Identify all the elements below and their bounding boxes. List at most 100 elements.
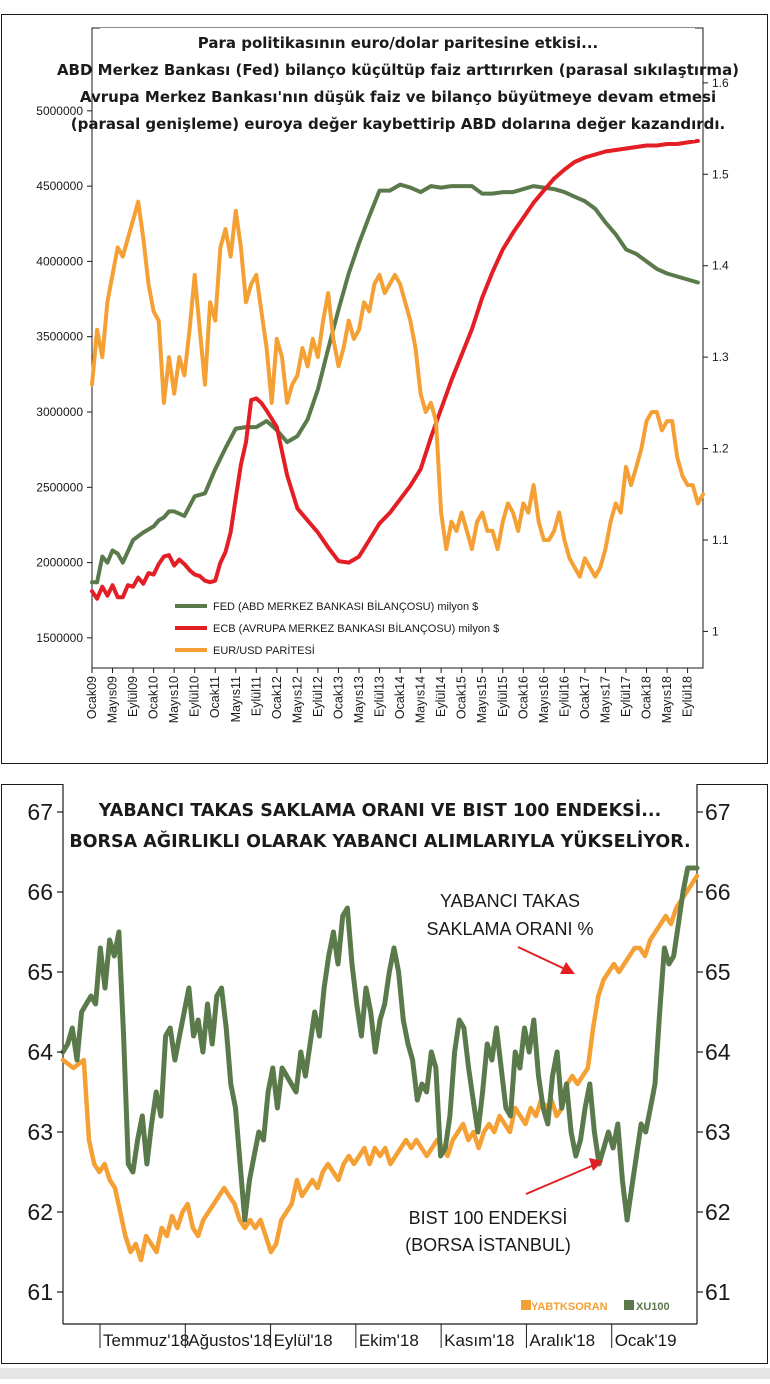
y-left-tick-label: 4500000 — [36, 179, 83, 193]
y-left-tick-label: 66 — [27, 879, 53, 905]
annotation-foreign-share-arrow — [517, 946, 568, 971]
y-right-tick-label: 1.6 — [712, 76, 729, 90]
chart-title-line-2: BORSA AĞIRLIKLI OLARAK YABANCI ALIMLARIY… — [69, 830, 690, 852]
x-tick-label: Ekim'18 — [359, 1331, 419, 1350]
y-left-tick-label: 5000000 — [36, 104, 83, 118]
chart-title-line-1: Para politikasının euro/dolar paritesine… — [198, 34, 598, 52]
annotation-bist100: BIST 100 ENDEKSİ (BORSA İSTANBUL) — [405, 1158, 603, 1255]
series-line-xu100 — [60, 865, 700, 1223]
x-tick-label: Eylül17 — [619, 676, 633, 717]
y-right-tick-label: 1.4 — [712, 259, 729, 273]
x-tick-label: Eylül11 — [249, 676, 263, 716]
page-bottom-strip — [0, 1368, 770, 1379]
x-tick-label: Ocak12 — [270, 676, 284, 719]
series-line-eurusd — [90, 199, 705, 579]
series-line-fed — [90, 182, 700, 585]
x-tick-label: Mayıs13 — [352, 676, 366, 723]
x-tick-label: Eylül09 — [126, 676, 140, 717]
x-tick-label: Ocak14 — [393, 676, 407, 719]
x-tick-label: Ocak09 — [85, 676, 99, 719]
annotation-bist100-line-2: (BORSA İSTANBUL) — [405, 1235, 571, 1255]
x-tick-label: Aralık'18 — [529, 1331, 595, 1350]
annotation-foreign-share-line-2: SAKLAMA ORANI % — [426, 919, 593, 939]
y-left-tick-label: 64 — [27, 1039, 53, 1065]
x-tick-label: Eylül10 — [188, 676, 202, 717]
y-left-tick-label: 63 — [27, 1119, 53, 1145]
y-right-tick-label: 62 — [705, 1199, 731, 1225]
y-right-tick-label: 65 — [705, 959, 731, 985]
y-left-tick-label: 4000000 — [36, 254, 83, 268]
x-tick-label: Ocak15 — [455, 676, 469, 719]
legend: FED (ABD MERKEZ BANKASI BİLANÇOSU) milyo… — [172, 596, 552, 657]
annotation-foreign-share-line-1: YABANCI TAKAS — [440, 891, 580, 911]
y-right-tick-label: 61 — [705, 1279, 731, 1305]
x-tick-label: Ocak10 — [147, 676, 161, 719]
legend-swatch-xu100 — [624, 1300, 634, 1310]
y-axis-right: 1 1.1 1.2 1.3 1.4 1.5 1.6 — [703, 76, 729, 638]
y-left-tick-label: 65 — [27, 959, 53, 985]
y-right-tick-label: 1.3 — [712, 350, 729, 364]
x-tick-label: Eylül18 — [681, 676, 695, 717]
y-left-tick-label: 62 — [27, 1199, 53, 1225]
y-right-tick-label: 64 — [705, 1039, 731, 1065]
x-tick-label: Kasım'18 — [444, 1331, 514, 1350]
legend-swatch-yabtksoran — [521, 1300, 531, 1310]
x-tick-label: Eylül14 — [434, 676, 448, 717]
series-lines — [60, 865, 700, 1263]
x-tick-label: Mayıs14 — [414, 676, 428, 723]
y-left-tick-label: 61 — [27, 1279, 53, 1305]
y-left-tick-label: 3500000 — [36, 330, 83, 344]
x-tick-label: Eylül13 — [373, 676, 387, 717]
chart-title-line-1: YABANCI TAKAS SAKLAMA ORANI VE BIST 100 … — [98, 799, 661, 821]
x-tick-label: Mayıs15 — [475, 676, 489, 723]
y-right-tick-label: 1 — [712, 624, 719, 638]
x-tick-label: Eylül15 — [496, 676, 510, 717]
x-tick-label: Ocak11 — [208, 676, 222, 718]
x-axis: Ocak09 Mayıs09 Eylül09 Ocak10 Mayıs10 Eylül10… — [85, 668, 695, 723]
annotation-foreign-share-arrowhead — [560, 962, 575, 974]
title-background — [100, 28, 695, 140]
x-tick-label: Eylül12 — [311, 676, 325, 717]
legend-background — [172, 596, 552, 656]
series-lines — [90, 138, 705, 601]
y-left-tick-label: 3000000 — [36, 405, 83, 419]
x-tick-label: Ocak17 — [578, 676, 592, 719]
y-axis-left: 61 62 63 64 65 66 67 — [27, 799, 63, 1305]
x-tick-label: Ocak16 — [516, 676, 530, 719]
y-left-tick-label: 1500000 — [36, 631, 83, 645]
y-axis-right: 61 62 63 64 65 66 67 — [697, 799, 731, 1305]
legend-label-eurusd: EUR/USD PARİTESİ — [213, 644, 315, 657]
x-tick-label: Mayıs18 — [660, 676, 674, 723]
y-left-tick-label: 2000000 — [36, 556, 83, 570]
y-right-tick-label: 1.5 — [712, 167, 729, 181]
legend-label-ecb: ECB (AVRUPA MERKEZ BANKASI BİLANÇOSU) mi… — [213, 622, 499, 635]
x-tick-label: Eylül'18 — [274, 1331, 333, 1350]
y-right-tick-label: 63 — [705, 1119, 731, 1145]
y-right-tick-label: 67 — [705, 799, 731, 825]
annotation-bist100-line-1: BIST 100 ENDEKSİ — [409, 1208, 568, 1228]
x-tick-label: Mayıs11 — [229, 676, 243, 722]
series-line-yabtksoran — [60, 873, 700, 1263]
chart-bist-foreign-share: YABANCI TAKAS SAKLAMA ORANI VE BIST 100 … — [27, 784, 731, 1350]
y-right-tick-label: 66 — [705, 879, 731, 905]
legend-label-yabtksoran: YABTKSORAN — [531, 1301, 608, 1313]
chart-title-line-3: Avrupa Merkez Bankası'nın düşük faiz ve … — [80, 88, 716, 106]
x-tick-label: Mayıs16 — [537, 676, 551, 723]
chart-title-line-4: (parasal genişleme) euroya değer kaybett… — [71, 115, 725, 133]
annotation-bist100-arrowhead — [589, 1158, 603, 1171]
x-tick-label: Mayıs09 — [106, 676, 120, 723]
chart-balance-sheets-eurusd: Para politikasının euro/dolar paritesine… — [36, 27, 739, 723]
legend: YABTKSORAN XU100 — [521, 1300, 670, 1313]
x-tick-label: Ocak'19 — [615, 1331, 677, 1350]
y-axis-left: 1500000 2000000 2500000 3000000 3500000 40000… — [36, 104, 92, 645]
y-left-tick-label: 2500000 — [36, 480, 83, 494]
y-left-tick-label: 67 — [27, 799, 53, 825]
legend-label-fed: FED (ABD MERKEZ BANKASI BİLANÇOSU) milyo… — [213, 600, 478, 613]
x-tick-label: Eylül16 — [557, 676, 571, 717]
x-tick-label: Mayıs17 — [598, 676, 612, 723]
y-right-tick-label: 1.2 — [712, 442, 729, 456]
x-tick-label: Temmuz'18 — [103, 1331, 189, 1350]
series-line-ecb — [90, 138, 700, 601]
annotation-bist100-arrow — [525, 1164, 595, 1195]
